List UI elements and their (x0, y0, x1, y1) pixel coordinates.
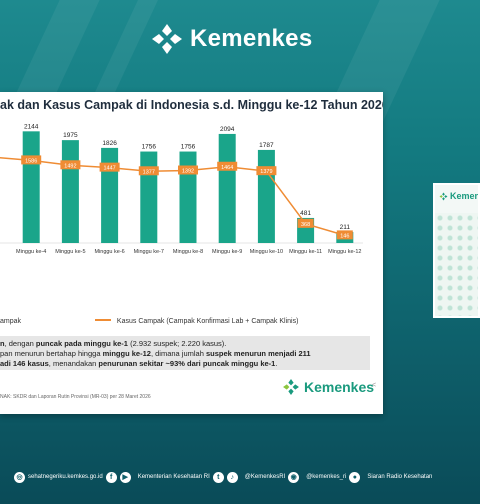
bar (257, 149, 275, 243)
line-value-label: 1464 (221, 165, 233, 171)
note-text: adi 146 kasus (0, 359, 49, 368)
line-series (0, 156, 346, 237)
line-point-marker (336, 230, 353, 240)
globe-icon: ◎ (14, 471, 25, 483)
note-text: (2.932 suspek; 2.220 kasus). (127, 339, 227, 348)
line-point-marker (217, 161, 238, 171)
line-value-label: 1492 (64, 163, 76, 169)
line-point-marker (256, 166, 277, 176)
category-tick-label: Minggu ke-6 (94, 249, 124, 255)
footer-website-text: sehatnegeriku.kemkes.go.id (28, 474, 103, 480)
twitter-icon[interactable]: t (212, 471, 224, 483)
kemenkes-logo-text: Kemenkes (190, 25, 313, 52)
bar (218, 133, 236, 243)
line-point-marker (21, 155, 42, 165)
note-text: n (0, 339, 5, 348)
bar-value-label: 481 (300, 210, 311, 217)
note-text: , menandakan (48, 359, 99, 368)
kemenkes-logo-icon (150, 22, 184, 56)
note-text: , dimana jumlah (150, 349, 206, 358)
note-line-1: n, dengan puncak pada minggu ke-1 (2.932… (0, 339, 226, 348)
measles-chart: 2144197518261756175620941787481211650158… (0, 123, 363, 255)
bar (101, 147, 119, 243)
line-point-marker (178, 165, 198, 175)
line-point-marker (60, 160, 81, 170)
slide-title: ak dan Kasus Campak di Indonesia s.d. Mi… (0, 98, 383, 112)
bar (61, 140, 79, 243)
presentation-slide: ak dan Kasus Campak di Indonesia s.d. Mi… (0, 92, 383, 414)
footer-website[interactable]: ◎ sehatnegeriku.kemkes.go.id f ▶ (14, 471, 131, 483)
bar (22, 131, 40, 243)
footer-twitter-text: @KemenkesRI (244, 474, 286, 480)
bar-value-label: 1756 (181, 144, 196, 151)
data-source: NAK: SKDR dan Laporan Rutin Provinsi (MR… (0, 394, 151, 400)
legend-right-label: Kasus Campak (Campak Konfirmasi Lab + Ca… (116, 318, 299, 325)
line-point-marker (138, 166, 159, 176)
slide-nav-left[interactable]: < (372, 382, 377, 389)
side-slide-logo: Kemenkes (439, 191, 480, 201)
legend-left-label: ampak (0, 318, 22, 325)
slide-kemenkes-logo: Kemenkes (282, 378, 374, 396)
bar (140, 151, 158, 243)
category-tick-label: Minggu ke-9 (212, 249, 242, 255)
note-box: n, dengan puncak pada minggu ke-1 (2.932… (0, 336, 370, 370)
note-text: . (275, 359, 278, 368)
kemenkes-logo: Kemenkes (150, 22, 312, 56)
note-text: suspek menurun menjadi 211 (205, 349, 311, 358)
bar-value-label: 2144 (24, 123, 39, 130)
note-text: puncak pada minggu ke-1 (35, 339, 128, 348)
category-tick-label: Minggu ke-8 (173, 249, 203, 255)
bar (179, 151, 197, 243)
footer-youtube-text: Kementerian Kesehatan RI (137, 474, 210, 480)
slide-logo-icon (283, 379, 299, 395)
note-line-3: adi 146 kasus, menandakan penurunan seki… (0, 359, 277, 368)
youtube-icon[interactable]: ▶ (119, 471, 131, 483)
category-tick-label: Minggu ke-5 (55, 249, 85, 255)
footer-bar: ◎ sehatnegeriku.kemkes.go.id f ▶ Kemente… (0, 466, 480, 488)
chart-legend: ampak Kasus Campak (Campak Konfirmasi La… (0, 318, 298, 325)
footer-youtube[interactable]: Kementerian Kesehatan RI t ♪ (137, 471, 238, 483)
note-text: penurunan sekitar ~93% dari puncak mingg… (98, 359, 276, 368)
note-text: minggu ke-12 (102, 349, 151, 358)
footer-instagram[interactable]: @kemenkes_ri ● (306, 471, 361, 483)
bar-value-label: 211 (340, 224, 351, 231)
bar-value-label: 1756 (142, 144, 157, 151)
tiktok-icon[interactable]: ♪ (226, 471, 238, 483)
line-value-label: 1447 (103, 166, 115, 172)
category-tick-label: Minggu ke-12 (328, 249, 361, 255)
line-value-label: 1392 (182, 169, 194, 175)
legend-line-swatch (94, 319, 111, 322)
side-logo-icon (439, 192, 448, 200)
line-point-marker (99, 162, 120, 172)
line-point-marker (297, 218, 314, 228)
slide-logo-text: Kemenkes (304, 379, 375, 395)
line-value-label: 1377 (143, 169, 155, 175)
category-tick-label: Minggu ke-11 (289, 249, 322, 255)
line-value-label: 1379 (260, 169, 272, 175)
note-line-2: pan menurun bertahap hingga minggu ke-12… (0, 349, 311, 358)
footer-instagram-text: @kemenkes_ri (306, 474, 347, 480)
side-logo-text: Kemenkes (450, 191, 480, 201)
category-tick-label: Minggu ke-4 (16, 249, 46, 255)
bar-value-label: 1787 (259, 142, 274, 149)
category-tick-label: Minggu ke-10 (250, 249, 283, 255)
category-tick-label: Minggu ke-7 (134, 249, 164, 255)
side-slide-pattern (435, 213, 478, 316)
note-text: , dengan (4, 339, 36, 348)
bar-value-label: 1975 (63, 132, 78, 139)
line-value-label: 146 (340, 233, 349, 239)
instagram-icon[interactable]: ◉ (288, 471, 300, 483)
line-value-label: 368 (301, 222, 310, 228)
radio-icon[interactable]: ● (349, 471, 361, 483)
note-text: pan menurun bertahap hingga (0, 349, 103, 358)
line-value-label: 1586 (25, 158, 37, 164)
footer-twitter[interactable]: @KemenkesRI ◉ (244, 471, 300, 483)
bar-value-label: 2094 (220, 126, 235, 133)
facebook-icon[interactable]: f (105, 471, 117, 483)
bar-value-label: 1826 (102, 140, 117, 147)
footer-radio-text: Siaran Radio Kesehatan (367, 474, 433, 480)
side-slide-preview: Kemenkes (433, 183, 480, 318)
footer-radio[interactable]: Siaran Radio Kesehatan (367, 474, 432, 480)
